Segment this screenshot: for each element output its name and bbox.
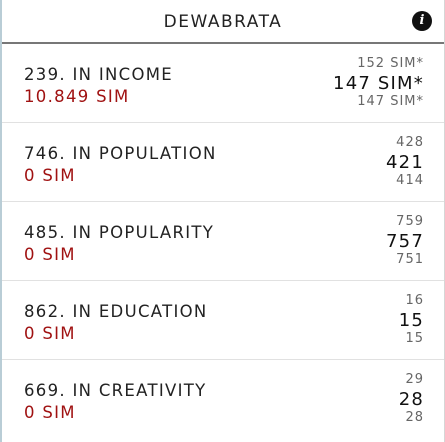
current-value: 421 xyxy=(386,152,424,173)
rank-label: 669. IN CREATIVITY xyxy=(24,381,207,400)
current-value: 757 xyxy=(386,231,424,252)
panel-header: DEWABRATA i xyxy=(2,0,444,44)
next-rank-value: 15 xyxy=(405,331,424,346)
previous-rank-value: 152 SIM* xyxy=(357,56,424,71)
previous-rank-value: 29 xyxy=(405,372,424,387)
ranking-row-education[interactable]: 862. IN EDUCATION 0 SIM 16 15 15 xyxy=(2,281,444,360)
previous-rank-value: 428 xyxy=(396,135,424,150)
neighbor-values: 29 28 28 xyxy=(399,373,424,427)
neighbor-values: 16 15 15 xyxy=(399,294,424,348)
rank-label: 239. IN INCOME xyxy=(24,65,174,84)
current-value: 15 xyxy=(398,310,424,331)
current-value: 28 xyxy=(398,389,424,410)
next-rank-value: 147 SIM* xyxy=(357,94,424,109)
info-icon[interactable]: i xyxy=(412,11,432,31)
neighbor-values: 428 421 414 xyxy=(386,136,424,190)
current-value: 147 SIM* xyxy=(333,73,424,94)
next-rank-value: 414 xyxy=(396,173,424,188)
next-rank-value: 751 xyxy=(396,252,424,267)
amount-value: 0 SIM xyxy=(24,166,76,185)
rank-label: 746. IN POPULATION xyxy=(24,144,217,163)
amount-value: 10.849 SIM xyxy=(24,87,130,106)
rank-label: 485. IN POPULARITY xyxy=(24,223,215,242)
ranking-row-popularity[interactable]: 485. IN POPULARITY 0 SIM 759 757 751 xyxy=(2,202,444,281)
amount-value: 0 SIM xyxy=(24,403,76,422)
ranking-list: 239. IN INCOME 10.849 SIM 152 SIM* 147 S… xyxy=(2,44,444,439)
rank-label: 862. IN EDUCATION xyxy=(24,302,208,321)
previous-rank-value: 16 xyxy=(405,293,424,308)
ranking-row-income[interactable]: 239. IN INCOME 10.849 SIM 152 SIM* 147 S… xyxy=(2,44,444,123)
ranking-row-creativity[interactable]: 669. IN CREATIVITY 0 SIM 29 28 28 xyxy=(2,360,444,439)
next-rank-value: 28 xyxy=(405,410,424,425)
ranking-row-population[interactable]: 746. IN POPULATION 0 SIM 428 421 414 xyxy=(2,123,444,202)
neighbor-values: 152 SIM* 147 SIM* 147 SIM* xyxy=(333,57,424,111)
panel-title: DEWABRATA xyxy=(163,12,283,32)
amount-value: 0 SIM xyxy=(24,324,76,343)
previous-rank-value: 759 xyxy=(396,214,424,229)
neighbor-values: 759 757 751 xyxy=(386,215,424,269)
amount-value: 0 SIM xyxy=(24,245,76,264)
